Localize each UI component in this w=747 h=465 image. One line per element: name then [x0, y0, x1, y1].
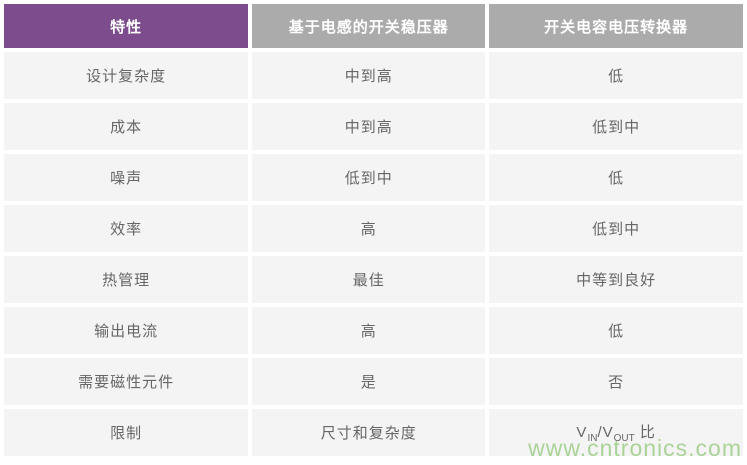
inductor-value-cell: 中到高: [252, 52, 486, 99]
switched-cap-value-cell: 低: [489, 154, 743, 201]
switched-cap-value-cell: VIN/VOUT 比: [489, 409, 743, 456]
feature-cell: 限制: [4, 409, 249, 456]
inductor-value-cell: 高: [252, 205, 486, 252]
header-switched-capacitor: 开关电容电压转换器: [489, 4, 743, 48]
inductor-value-cell: 高: [252, 307, 486, 354]
header-inductor-regulator: 基于电感的开关稳压器: [252, 4, 486, 48]
table-header-row: 特性 基于电感的开关稳压器 开关电容电压转换器: [4, 4, 743, 48]
header-feature: 特性: [4, 4, 249, 48]
feature-cell: 成本: [4, 103, 249, 150]
switched-cap-value-cell: 中等到良好: [489, 256, 743, 303]
table-row: 成本 中到高 低到中: [4, 103, 743, 150]
switched-cap-value-cell: 低到中: [489, 103, 743, 150]
table-row: 需要磁性元件 是 否: [4, 358, 743, 405]
feature-cell: 需要磁性元件: [4, 358, 249, 405]
table-row: 输出电流 高 低: [4, 307, 743, 354]
table-row: 热管理 最佳 中等到良好: [4, 256, 743, 303]
table-row: 设计复杂度 中到高 低: [4, 52, 743, 99]
switched-cap-value-cell: 否: [489, 358, 743, 405]
inductor-value-cell: 是: [252, 358, 486, 405]
feature-cell: 设计复杂度: [4, 52, 249, 99]
feature-cell: 噪声: [4, 154, 249, 201]
table-row: 效率 高 低到中: [4, 205, 743, 252]
inductor-value-cell: 低到中: [252, 154, 486, 201]
feature-cell: 效率: [4, 205, 249, 252]
inductor-value-cell: 中到高: [252, 103, 486, 150]
table-row: 噪声 低到中 低: [4, 154, 743, 201]
switched-cap-value-cell: 低: [489, 307, 743, 354]
inductor-value-cell: 最佳: [252, 256, 486, 303]
table-body: 设计复杂度 中到高 低 成本 中到高 低到中 噪声 低到中 低 效率 高 低到中…: [4, 52, 743, 456]
switched-cap-value-cell: 低: [489, 52, 743, 99]
switched-cap-value-cell: 低到中: [489, 205, 743, 252]
inductor-value-cell: 尺寸和复杂度: [252, 409, 486, 456]
feature-cell: 输出电流: [4, 307, 249, 354]
table-row: 限制 尺寸和复杂度 VIN/VOUT 比: [4, 409, 743, 456]
feature-cell: 热管理: [4, 256, 249, 303]
